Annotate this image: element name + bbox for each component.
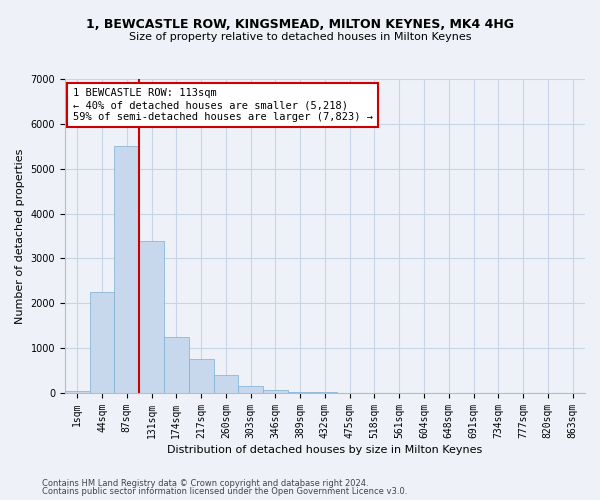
Bar bbox=[115, 146, 139, 393]
Bar bbox=[313, 392, 337, 393]
Text: Contains HM Land Registry data © Crown copyright and database right 2024.: Contains HM Land Registry data © Crown c… bbox=[42, 478, 368, 488]
Y-axis label: Number of detached properties: Number of detached properties bbox=[15, 148, 25, 324]
Bar bbox=[288, 392, 313, 393]
Text: 1, BEWCASTLE ROW, KINGSMEAD, MILTON KEYNES, MK4 4HG: 1, BEWCASTLE ROW, KINGSMEAD, MILTON KEYN… bbox=[86, 18, 514, 30]
X-axis label: Distribution of detached houses by size in Milton Keynes: Distribution of detached houses by size … bbox=[167, 445, 482, 455]
Bar bbox=[65, 391, 89, 393]
Bar bbox=[89, 292, 115, 393]
Bar bbox=[238, 386, 263, 393]
Bar bbox=[214, 375, 238, 393]
Bar bbox=[139, 240, 164, 393]
Bar bbox=[164, 337, 189, 393]
Bar bbox=[263, 390, 288, 393]
Bar bbox=[189, 360, 214, 393]
Text: Contains public sector information licensed under the Open Government Licence v3: Contains public sector information licen… bbox=[42, 487, 407, 496]
Text: Size of property relative to detached houses in Milton Keynes: Size of property relative to detached ho… bbox=[129, 32, 471, 42]
Text: 1 BEWCASTLE ROW: 113sqm
← 40% of detached houses are smaller (5,218)
59% of semi: 1 BEWCASTLE ROW: 113sqm ← 40% of detache… bbox=[73, 88, 373, 122]
